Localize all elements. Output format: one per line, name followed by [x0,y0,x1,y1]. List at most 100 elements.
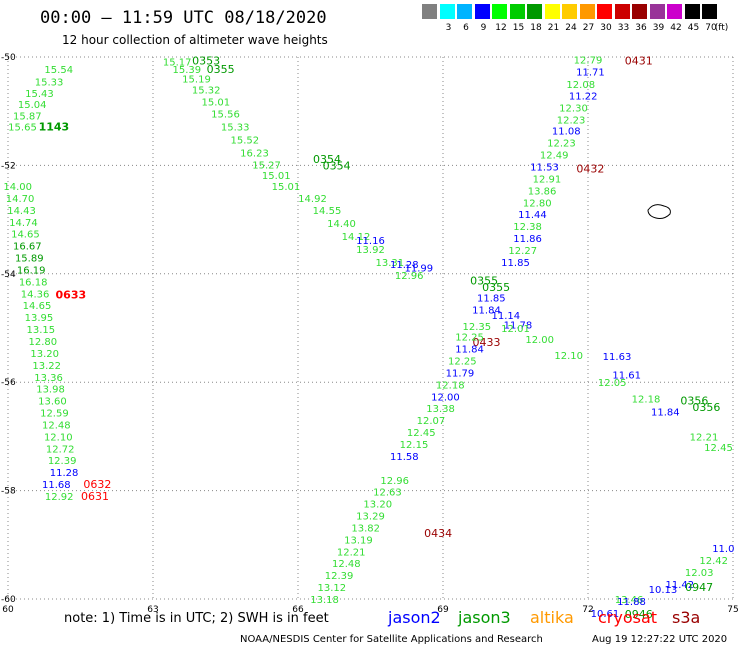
legend-swatch [527,4,542,19]
wave-height-label: 14.00 [3,182,32,193]
pass-time-label: 0947 [685,581,713,594]
wave-height-label: 15.19 [182,75,211,86]
wave-height-label: 11.16 [356,236,385,247]
wave-height-label: 12.80 [523,198,552,209]
lat-tick-label: -56 [1,378,16,388]
wave-height-label: 15.33 [221,122,250,133]
lat-tick-label: -54 [1,270,16,280]
lon-tick-label: 66 [292,605,304,615]
pass-time-label: 0946 [625,608,653,621]
wave-height-label: 14.12 [342,232,371,243]
legend-swatch [439,4,455,19]
wave-height-label: 12.38 [513,222,542,233]
wave-height-label: 12.25 [448,357,477,368]
lat-tick-label: -50 [1,53,16,63]
wave-height-label: 11.84 [472,306,501,317]
wave-height-label: 12.59 [40,409,69,420]
pass-time-label: 0633 [56,288,87,301]
wave-height-label: 11.84 [651,407,680,418]
wave-height-label: 14.92 [298,194,327,205]
wave-height-label: 13.92 [356,245,385,256]
lon-tick-label: 72 [582,605,593,615]
wave-height-label: 14.65 [11,230,40,241]
pass-time-label: 0354 [313,153,341,166]
wave-height-label: 12.72 [46,444,75,455]
wave-height-label: 16.18 [19,277,48,288]
wave-height-label: 12.05 [598,378,627,389]
legend-unit: (ft) [714,23,729,33]
wave-height-label: 12.42 [699,556,728,567]
pass-time-label: 0354 [323,159,351,172]
wave-height-label: 15.01 [272,182,301,193]
wave-height-label: 15.17 [163,57,192,68]
map-subtitle: 12 hour collection of altimeter wave hei… [62,33,328,47]
wave-height-label: 13.20 [30,349,59,360]
legend-swatch [632,4,647,19]
wave-height-label: 13.15 [27,325,56,336]
wave-height-label: 12.10 [44,432,73,443]
wave-height-label: 15.54 [44,65,73,76]
wave-height-label: 15.89 [15,254,44,265]
wave-height-label: 12.03 [685,568,714,579]
pass-time-label: 0434 [424,527,452,540]
legend-label: 27 [582,23,595,33]
wave-height-label: 11.61 [612,371,641,382]
legend-swatch [684,4,700,19]
legend-swatch [579,4,595,19]
wave-height-label: 12.00 [525,335,554,346]
wave-height-label: 11.53 [530,162,559,173]
satellite-cryosat: cryosat [598,608,658,627]
wave-height-label: 12.48 [332,559,361,570]
wave-height-label: 15.65 [8,122,37,133]
wave-height-label: 12.63 [373,488,402,499]
wave-height-label: 12.18 [436,380,465,391]
wave-height-label: 12.39 [325,571,354,582]
wave-height-label: 13.46 [615,595,644,606]
legend-swatch [474,4,490,19]
lon-tick-label: 69 [437,605,449,615]
wave-height-label: 11.08 [552,127,581,138]
wave-height-label: 12.23 [547,139,576,150]
legend-label: 21 [547,23,560,33]
wave-height-label: 11.0 [712,544,734,555]
legend-swatch [597,4,612,19]
wave-height-label: 11.28 [390,260,419,271]
lon-tick-label: 60 [2,605,14,615]
wave-height-label: 12.48 [42,420,71,431]
legend-swatch [562,4,577,19]
legend-label: 30 [600,23,612,33]
wave-height-label: 11.68 [42,480,71,491]
wave-height-label: 10.61 [591,609,620,620]
wave-height-label: 10.13 [649,585,678,596]
wave-height-label: 12.80 [28,337,57,348]
wave-height-label: 13.36 [34,373,63,384]
wave-height-label: 11.14 [492,311,521,322]
pass-time-label: 0355 [482,281,510,294]
satellite-s3a: s3a [672,608,701,627]
legend-swatch [649,4,665,19]
wave-height-label: 12.15 [400,440,429,451]
legend-swatch [492,4,507,19]
wave-height-label: 12.18 [632,394,661,405]
wave-height-label: 13.29 [356,512,385,523]
lon-tick-label: 75 [727,605,738,615]
wave-height-label: 11.63 [603,352,632,363]
wave-height-label: 14.40 [327,219,356,230]
map-title: 00:00 – 11:59 UTC 08/18/2020 [40,8,327,28]
wave-height-label: 13.95 [25,313,54,324]
legend-label: 36 [635,23,647,33]
wave-height-label: 16.23 [240,148,269,159]
wave-height-label: 13.12 [318,583,347,594]
wave-height-label: 15.04 [18,100,47,111]
legend-label: 39 [652,23,665,33]
wave-height-label: 13.82 [351,523,380,534]
wave-height-label: 14.36 [21,289,50,300]
wave-height-label: 12.00 [431,392,460,403]
wave-height-label: 15.32 [192,86,221,97]
wave-height-label: 12.08 [566,80,595,91]
wave-height-label: 12.45 [704,443,733,454]
wave-height-label: 13.22 [32,361,61,372]
timestamp-text: Aug 19 12:27:22 UTC 2020 [592,634,728,645]
pass-time-label: 0433 [473,336,501,349]
